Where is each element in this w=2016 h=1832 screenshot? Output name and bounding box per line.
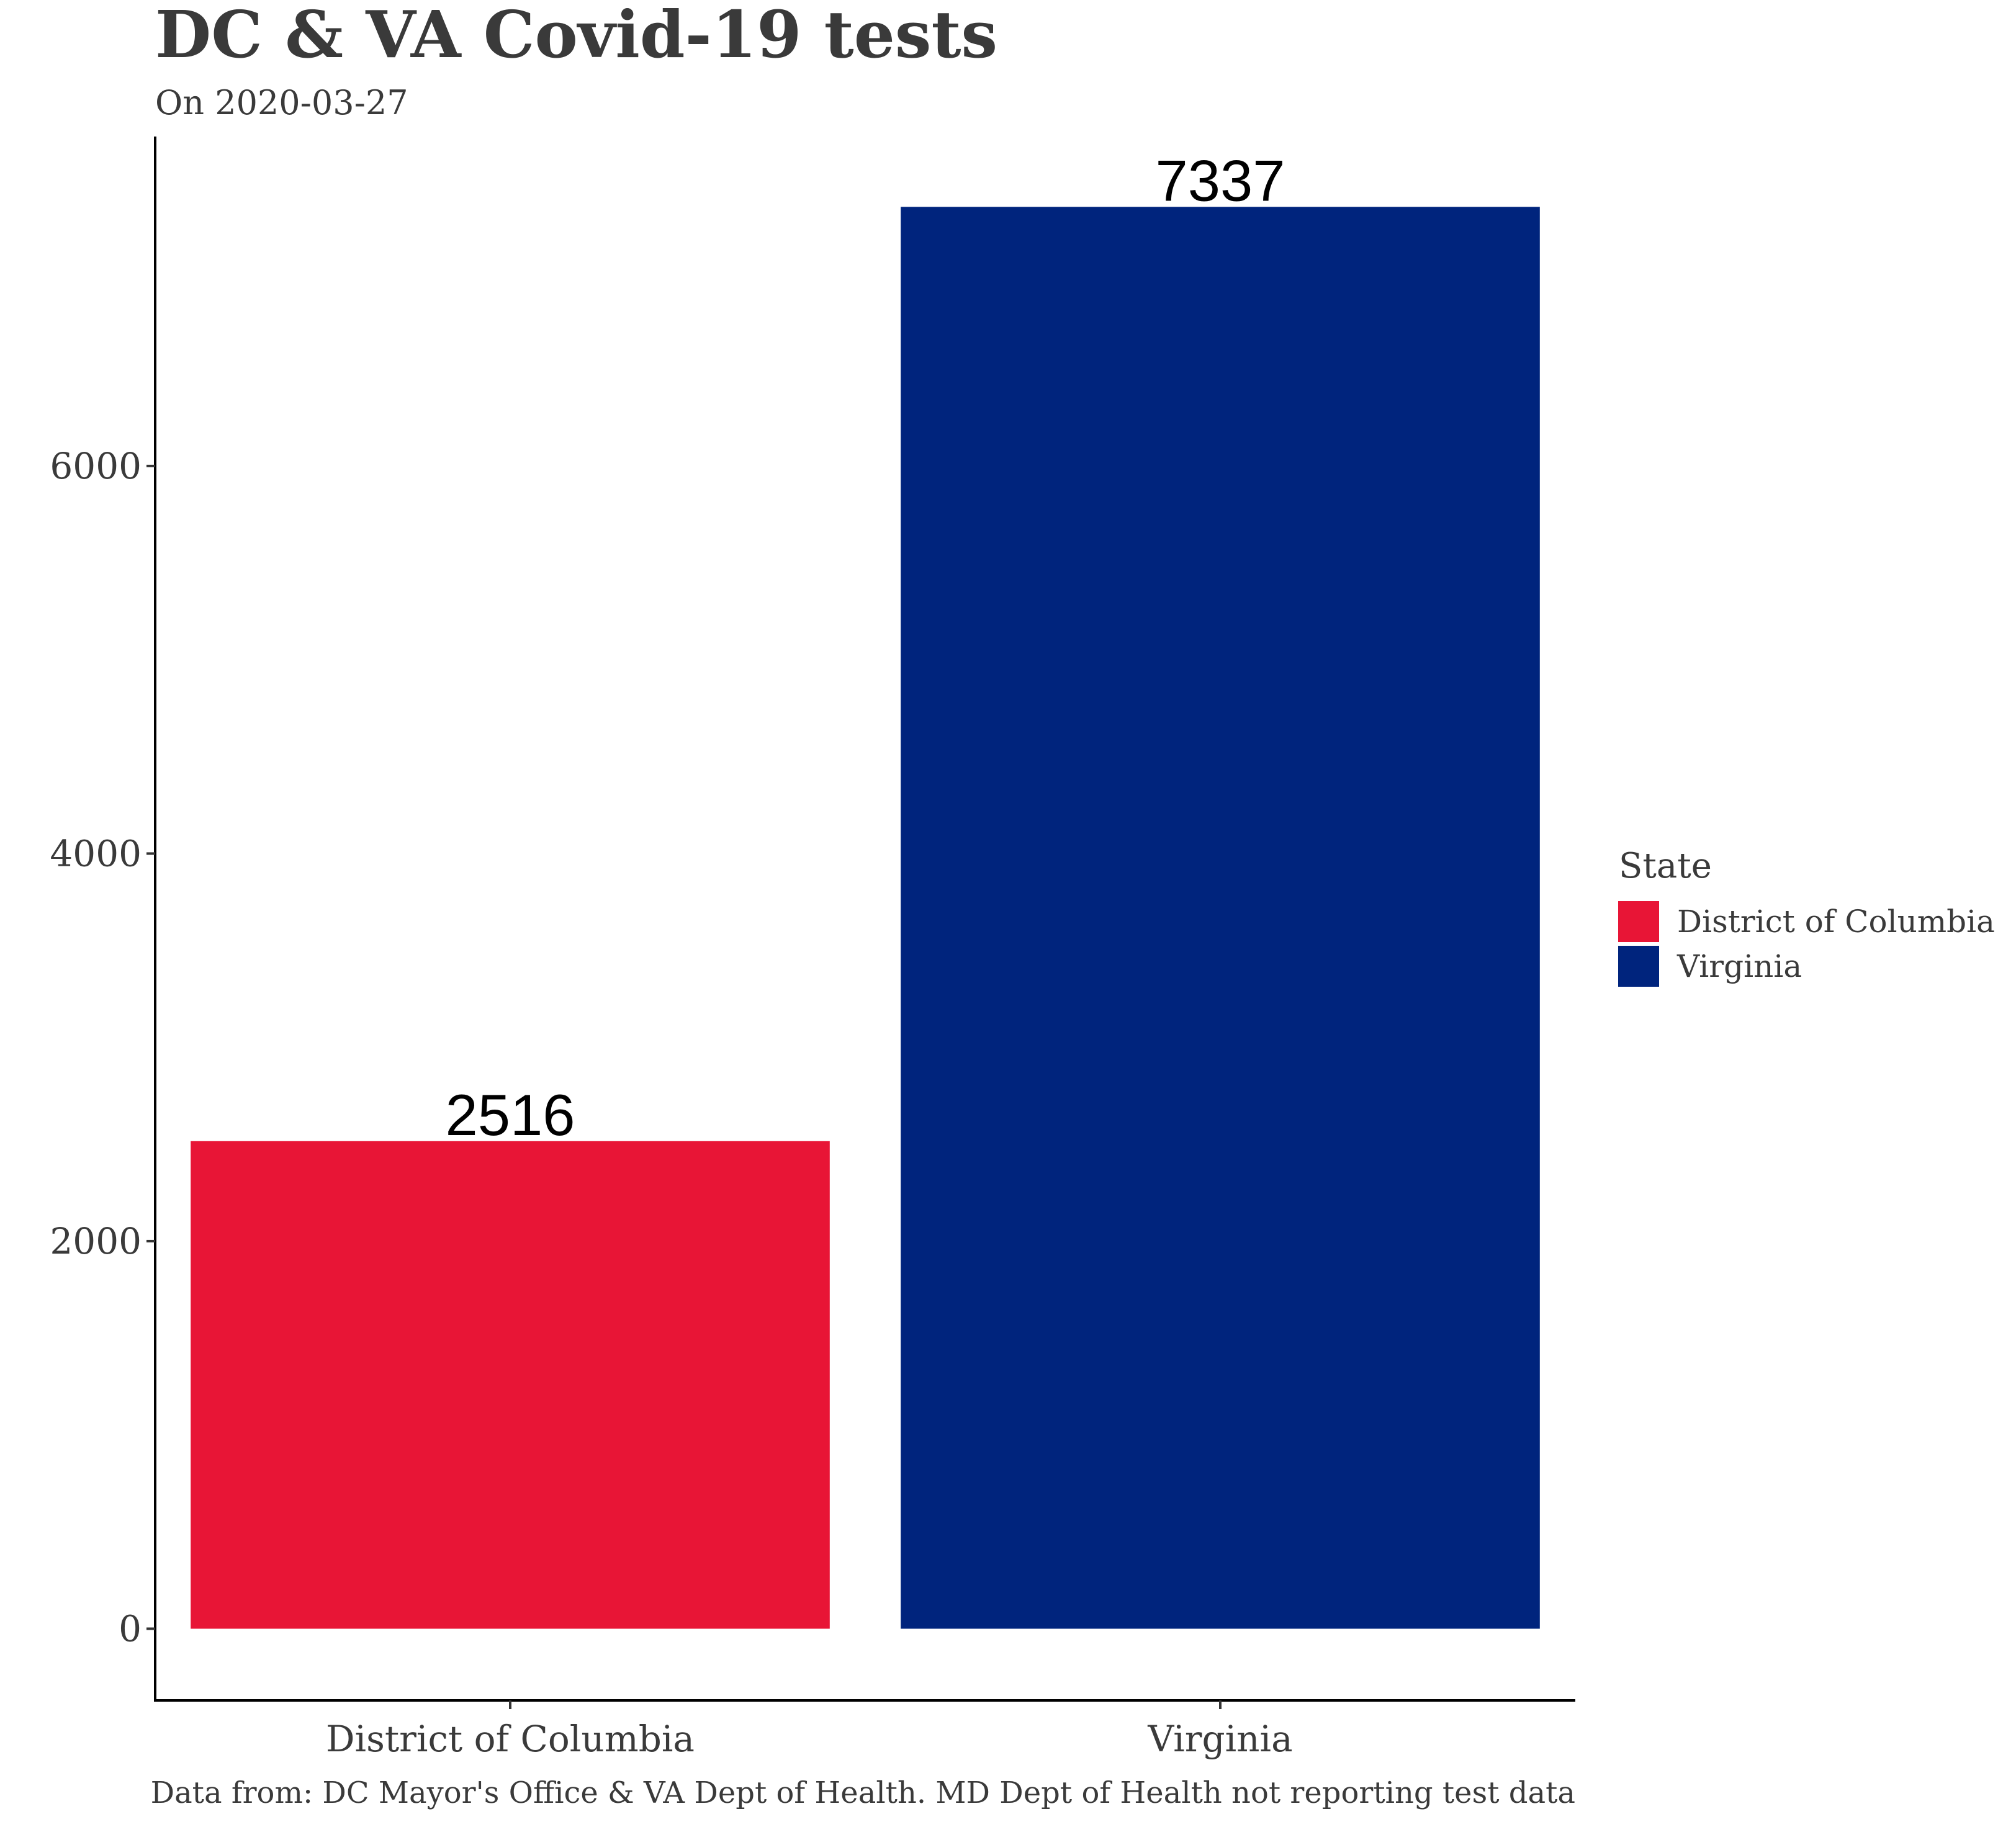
plot-area: 2516 7337: [191, 148, 1540, 1629]
x-tick-label: District of Columbia: [326, 1718, 695, 1760]
bar-data-label: 7337: [1155, 148, 1285, 213]
legend-title: State: [1619, 846, 1712, 886]
legend-entries: District of Columbia Virginia: [1618, 901, 1995, 987]
chart-subtitle: On 2020-03-27: [155, 83, 408, 122]
y-tick-label: 4000: [50, 832, 142, 874]
bar-data-label: 2516: [445, 1082, 575, 1147]
chart-title: DC & VA Covid-19 tests: [155, 0, 997, 73]
legend-label: Virginia: [1676, 948, 1802, 984]
y-tick-label: 2000: [50, 1220, 142, 1262]
y-tick-label: 0: [119, 1607, 142, 1650]
legend-label: District of Columbia: [1677, 904, 1995, 940]
bar: [191, 1141, 830, 1629]
chart-caption: Data from: DC Mayor's Office & VA Dept o…: [151, 1776, 1575, 1810]
y-tick-label: 6000: [50, 445, 142, 487]
legend: State District of Columbia Virginia: [1618, 846, 1995, 987]
x-axis: District of Columbia Virginia: [326, 1700, 1293, 1760]
legend-swatch: [1618, 946, 1659, 987]
legend-swatch: [1618, 901, 1659, 942]
y-axis: 0 2000 4000 6000: [50, 445, 155, 1650]
x-tick-label: Virginia: [1147, 1718, 1292, 1760]
bar: [901, 207, 1540, 1629]
